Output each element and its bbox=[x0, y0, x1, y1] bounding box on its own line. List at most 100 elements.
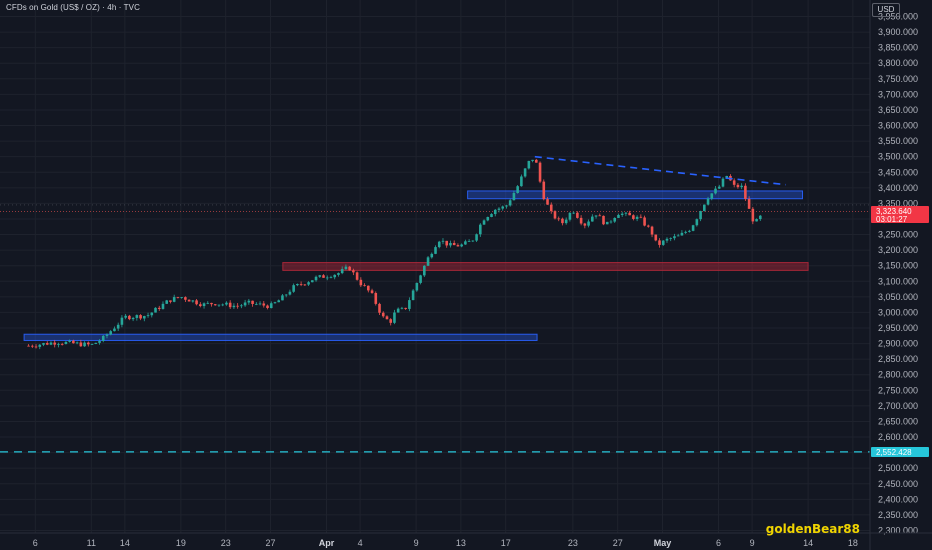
candle-body bbox=[512, 193, 516, 201]
candle-body bbox=[348, 266, 351, 271]
candle-body bbox=[479, 224, 482, 235]
candle-body bbox=[587, 221, 590, 226]
candle-body bbox=[34, 346, 38, 348]
candle-body bbox=[583, 223, 587, 226]
price-tick-label: 2,300.000 bbox=[878, 525, 918, 535]
candle-body bbox=[549, 204, 553, 212]
price-tick-label: 2,650.000 bbox=[878, 416, 918, 426]
zones bbox=[23, 190, 809, 341]
price-tick-label: 3,250.000 bbox=[878, 230, 918, 240]
time-tick-label: 9 bbox=[414, 538, 419, 548]
time-tick-label: 9 bbox=[750, 538, 755, 548]
time-tick-label: 13 bbox=[456, 538, 466, 548]
candle-body bbox=[482, 220, 486, 225]
support-price-tag bbox=[871, 447, 929, 457]
candle-body bbox=[64, 341, 68, 344]
candle-body bbox=[632, 215, 635, 219]
candle-body bbox=[120, 317, 124, 325]
candle-body bbox=[452, 242, 456, 246]
candle-body bbox=[258, 303, 262, 305]
candle-body bbox=[493, 209, 497, 215]
candle-body bbox=[243, 302, 247, 306]
candle-body bbox=[572, 212, 575, 214]
price-tick-label: 3,200.000 bbox=[878, 245, 918, 255]
candle-body bbox=[437, 241, 441, 248]
candle-body bbox=[658, 240, 661, 245]
candle-body bbox=[359, 279, 363, 286]
candle-body bbox=[501, 206, 505, 209]
price-tick-label: 2,600.000 bbox=[878, 432, 918, 442]
time-tick-label: 17 bbox=[501, 538, 511, 548]
candle-body bbox=[42, 343, 45, 345]
candle-body bbox=[292, 285, 295, 292]
candle-body bbox=[624, 212, 628, 214]
candle-body bbox=[732, 180, 736, 185]
candle-body bbox=[363, 285, 366, 287]
price-tick-label: 3,100.000 bbox=[878, 276, 918, 286]
candle-body bbox=[538, 162, 542, 182]
grid bbox=[0, 0, 870, 533]
candle-body bbox=[187, 299, 191, 302]
candle-body bbox=[135, 315, 139, 318]
time-tick-label: 4 bbox=[358, 538, 363, 548]
candle-body bbox=[598, 215, 602, 217]
candle-body bbox=[449, 242, 452, 246]
candle-body bbox=[423, 265, 426, 276]
currency-button[interactable]: USD bbox=[872, 3, 900, 17]
supply-zone bbox=[282, 262, 809, 271]
candle-body bbox=[329, 277, 333, 279]
candle-body bbox=[688, 230, 691, 232]
price-tick-label: 3,000.000 bbox=[878, 307, 918, 317]
price-tick-label: 2,450.000 bbox=[878, 479, 918, 489]
candle-body bbox=[128, 315, 131, 320]
current-price-label: 3,323.640 bbox=[876, 207, 912, 216]
time-tick-label: 6 bbox=[716, 538, 721, 548]
candle-body bbox=[262, 303, 266, 306]
candle-body bbox=[717, 186, 721, 189]
candle-body bbox=[337, 273, 340, 275]
candle-body bbox=[374, 292, 378, 304]
candle-body bbox=[90, 343, 94, 345]
price-tick-label: 2,750.000 bbox=[878, 385, 918, 395]
candle-body bbox=[68, 340, 71, 342]
candle-body bbox=[221, 304, 225, 306]
candle-body bbox=[150, 312, 154, 316]
candle-body bbox=[661, 240, 665, 245]
candle-body bbox=[467, 241, 471, 242]
candle-body bbox=[381, 312, 385, 317]
candle-body bbox=[38, 344, 42, 347]
candle-body bbox=[75, 342, 79, 344]
price-tick-label: 3,850.000 bbox=[878, 43, 918, 53]
candle-body bbox=[191, 300, 195, 302]
candle-body bbox=[98, 341, 101, 343]
trendline-group bbox=[534, 155, 786, 186]
time-tick-label: 23 bbox=[568, 538, 578, 548]
candle-body bbox=[284, 294, 288, 296]
time-tick-label: 23 bbox=[221, 538, 231, 548]
candle-body bbox=[161, 303, 165, 309]
candle-body bbox=[236, 305, 239, 307]
candle-body bbox=[72, 340, 75, 344]
candle-body bbox=[404, 307, 407, 309]
candle-body bbox=[740, 185, 743, 188]
time-tick-label: 11 bbox=[87, 538, 96, 548]
price-axis[interactable]: 2,300.000 2,350.000 2,400.000 2,450.000 2,50… bbox=[869, 0, 918, 550]
price-tick-label: 2,950.000 bbox=[878, 323, 918, 333]
candle-body bbox=[691, 225, 695, 231]
price-tags: 3,323.640 03:01:27 2,552.428 bbox=[871, 206, 929, 457]
candle-body bbox=[206, 302, 210, 304]
candle-body bbox=[508, 200, 512, 206]
candle-body bbox=[520, 176, 523, 187]
candle-body bbox=[602, 215, 605, 225]
candle-body bbox=[605, 221, 609, 225]
candle-body bbox=[79, 342, 83, 347]
candle-body bbox=[311, 280, 314, 283]
candle-body bbox=[60, 343, 64, 345]
candle-body bbox=[299, 283, 303, 285]
time-axis[interactable]: 6 11 14 19 23 27 Apr 4 9 13 17 23 27 May 6 9 14 18 bbox=[0, 532, 932, 548]
time-tick-label: 18 bbox=[848, 538, 858, 548]
candle-body bbox=[45, 343, 49, 345]
countdown-label: 03:01:27 bbox=[876, 215, 908, 224]
